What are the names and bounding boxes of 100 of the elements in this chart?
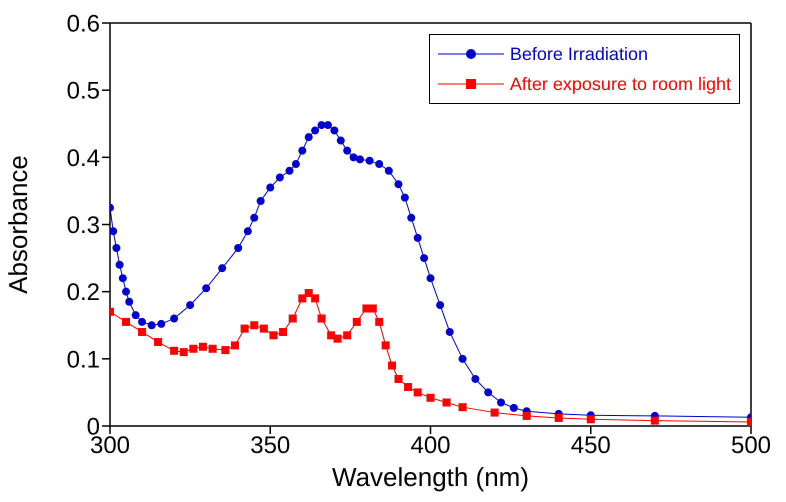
point — [318, 314, 326, 323]
point — [366, 156, 374, 165]
point — [388, 362, 396, 370]
point — [554, 414, 563, 422]
point — [118, 274, 127, 282]
point — [446, 328, 454, 336]
point — [522, 412, 531, 420]
point — [288, 314, 297, 323]
point — [330, 126, 338, 134]
point — [138, 328, 146, 336]
y-tick-label: 0.1 — [66, 346, 100, 374]
x-tick-label: 450 — [570, 432, 611, 460]
point — [510, 404, 518, 412]
point — [298, 294, 306, 302]
point — [484, 388, 492, 396]
point — [122, 288, 130, 296]
point — [230, 341, 239, 350]
point — [304, 133, 313, 142]
point — [336, 136, 345, 145]
point — [250, 321, 258, 330]
point — [404, 383, 412, 392]
point — [116, 260, 124, 269]
y-axis-title: Absorbance — [3, 155, 34, 294]
point — [350, 153, 358, 162]
point — [122, 318, 130, 326]
point — [352, 318, 361, 326]
point — [260, 324, 268, 333]
point — [400, 194, 409, 202]
point — [343, 331, 352, 340]
point — [334, 334, 342, 343]
point — [304, 289, 313, 298]
point — [375, 318, 384, 326]
point — [458, 403, 467, 412]
point — [490, 408, 499, 417]
point — [426, 394, 434, 402]
point — [384, 166, 393, 175]
point — [586, 415, 595, 424]
legend-label: After exposure to room light — [510, 74, 731, 94]
point — [426, 274, 434, 282]
point — [202, 284, 210, 292]
point — [298, 146, 306, 155]
point — [356, 155, 364, 164]
point — [125, 298, 134, 306]
point — [132, 311, 140, 320]
point — [442, 398, 451, 406]
point — [382, 341, 390, 350]
point — [170, 346, 178, 355]
point — [414, 388, 422, 396]
point — [240, 324, 249, 333]
point — [244, 227, 252, 236]
y-tick-label: 0.2 — [66, 279, 100, 306]
point — [250, 214, 258, 222]
point — [394, 180, 402, 188]
point — [414, 234, 422, 242]
point — [221, 346, 230, 354]
point — [368, 304, 377, 312]
x-tick-label: 350 — [250, 432, 290, 460]
point — [138, 318, 146, 326]
point — [324, 121, 332, 130]
y-tick-label: 0.5 — [66, 78, 100, 105]
point — [234, 244, 242, 252]
y-tick-label: 0.3 — [66, 212, 100, 240]
point — [218, 264, 226, 272]
point — [375, 160, 384, 168]
y-tick-label: 0.4 — [66, 144, 100, 172]
point — [269, 331, 278, 340]
point — [154, 338, 162, 346]
point — [292, 160, 300, 168]
point — [170, 314, 178, 323]
point — [285, 166, 294, 175]
point — [186, 301, 194, 310]
point — [110, 227, 118, 236]
point — [180, 348, 188, 356]
point — [394, 374, 402, 383]
point — [148, 321, 156, 330]
point — [420, 254, 428, 262]
x-tick-label: 500 — [730, 432, 772, 460]
point — [343, 146, 352, 155]
point — [157, 320, 166, 328]
point — [198, 342, 207, 351]
x-tick-label: 400 — [410, 432, 451, 460]
x-axis-title: Wavelength (nm) — [332, 462, 529, 492]
point — [208, 344, 217, 353]
point — [458, 354, 467, 363]
point — [471, 374, 480, 383]
point — [650, 416, 659, 425]
point — [189, 344, 198, 353]
point — [311, 126, 320, 134]
point — [497, 398, 506, 406]
point — [256, 196, 265, 205]
point — [407, 214, 416, 222]
y-tick-label: 0.6 — [66, 10, 100, 38]
point — [436, 301, 444, 310]
point — [279, 328, 288, 336]
point — [112, 244, 120, 252]
point — [318, 121, 326, 130]
legend-label: Before Irradiation — [510, 44, 648, 64]
point — [266, 184, 274, 192]
point — [311, 294, 320, 302]
point — [276, 173, 284, 182]
